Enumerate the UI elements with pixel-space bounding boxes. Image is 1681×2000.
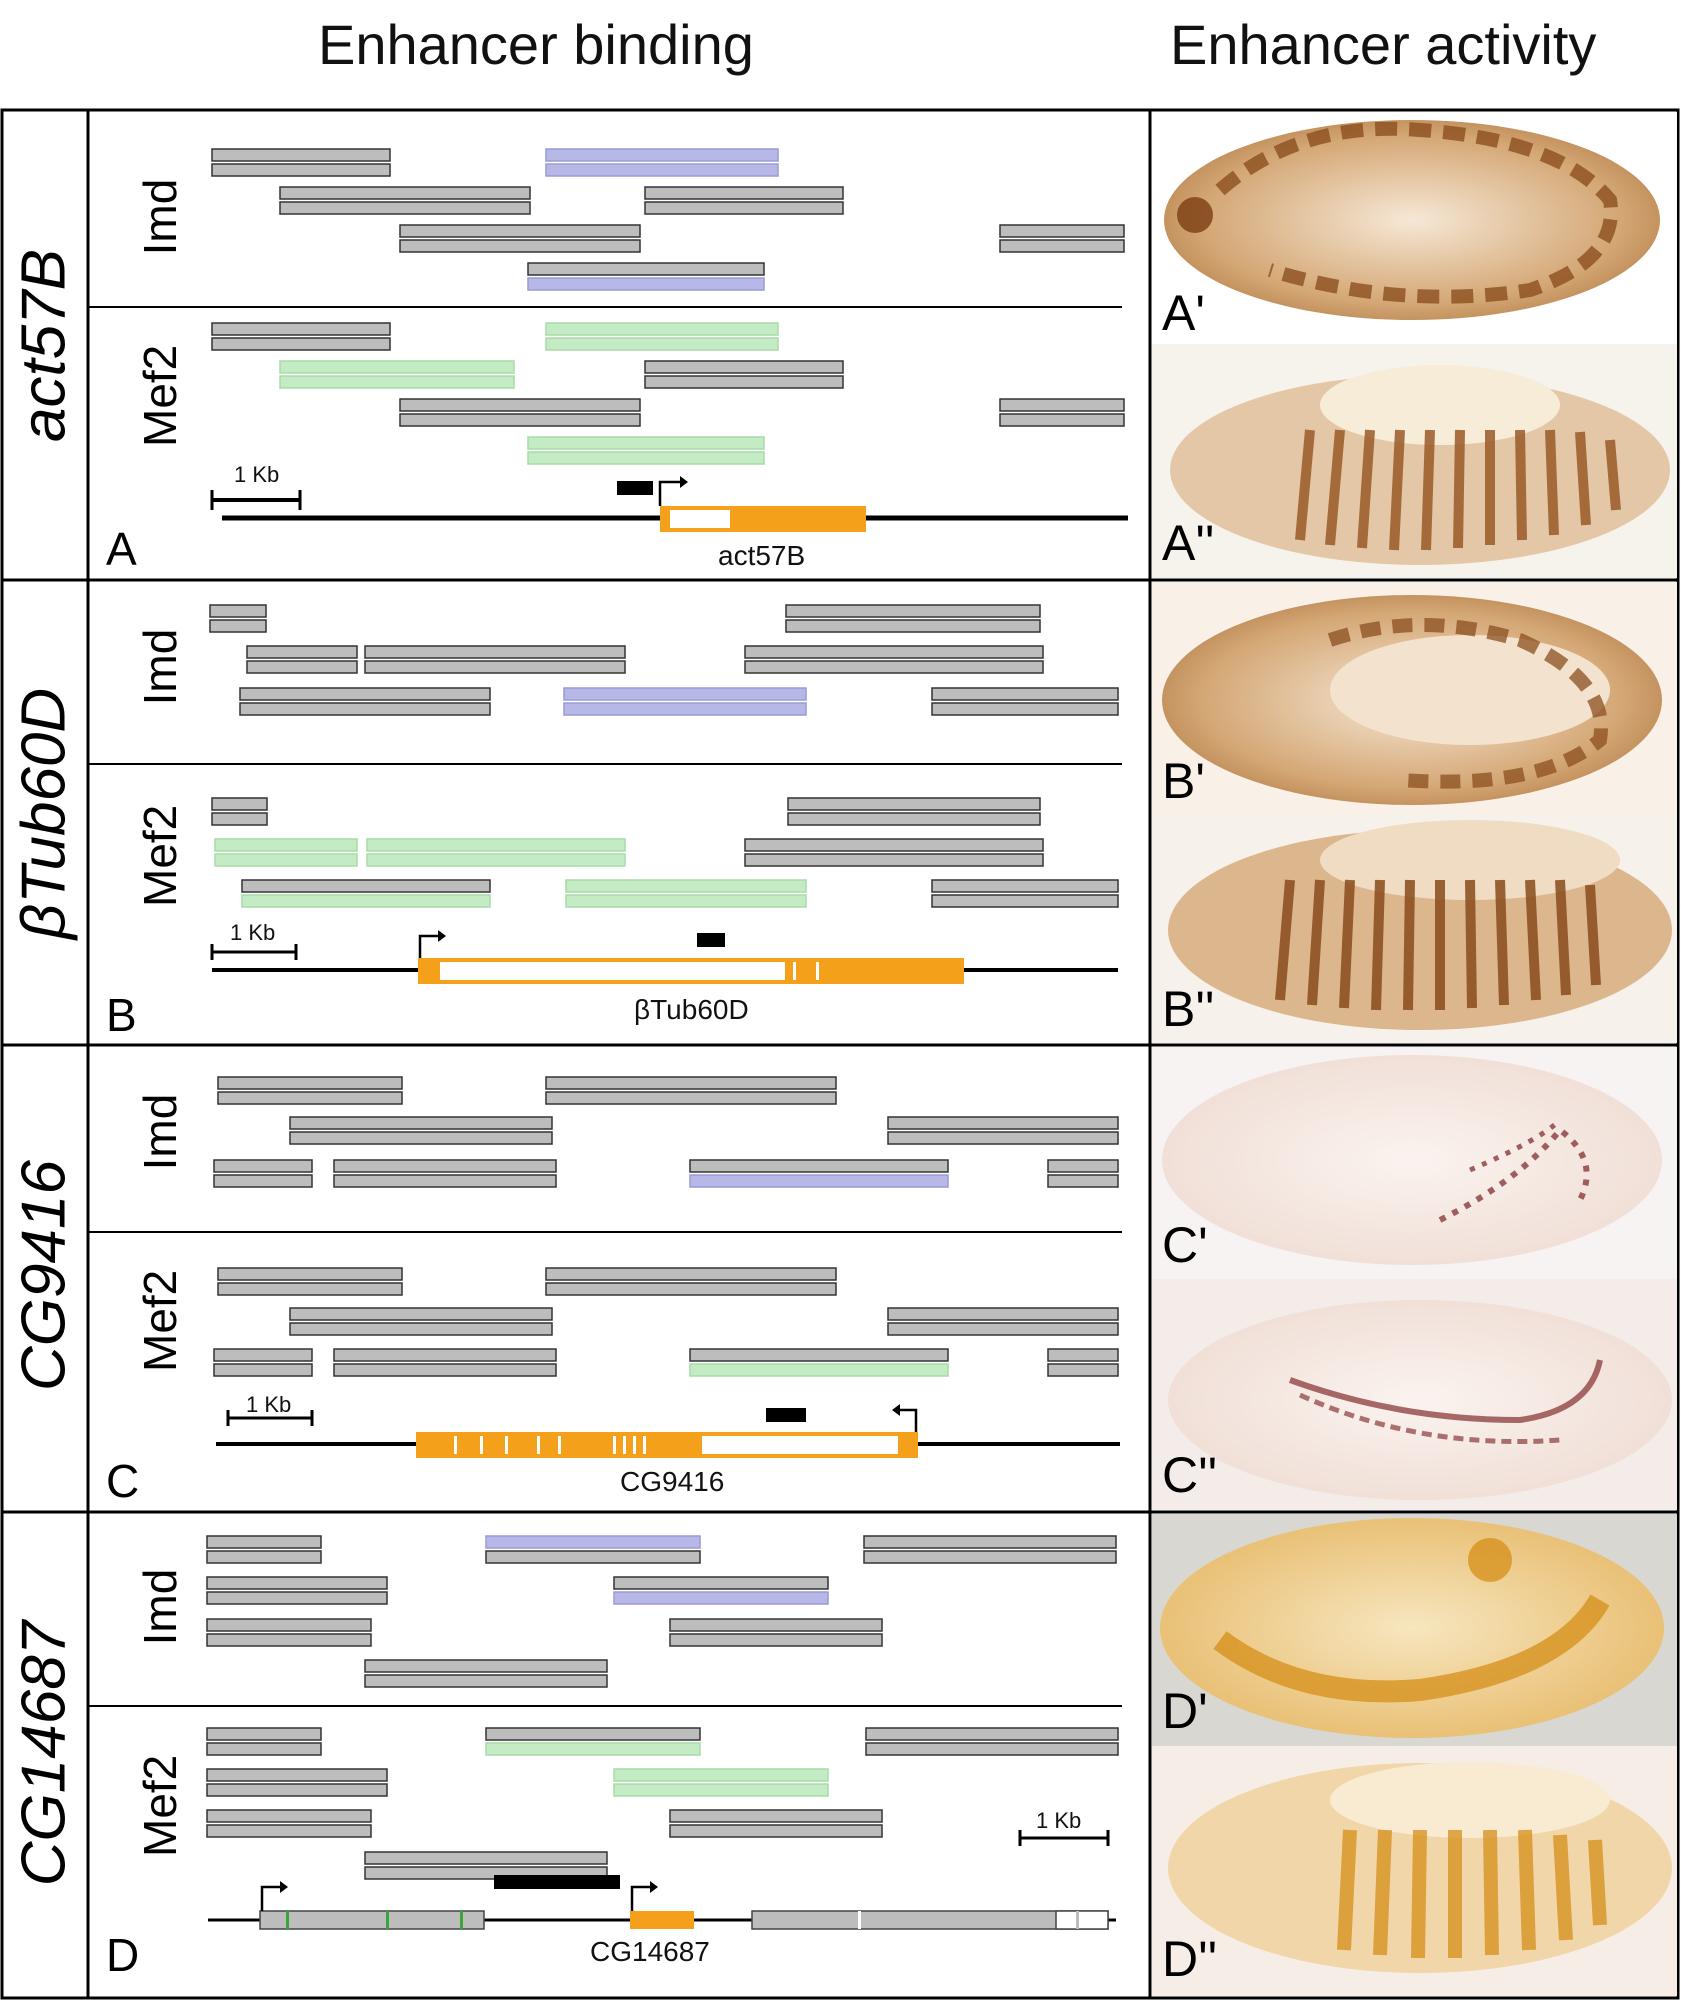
scale-label-C: 1 Kb [246, 1392, 292, 1417]
track-label-D-mef2: Mef2 [134, 1754, 186, 1857]
enhancer-fragment-B [697, 933, 725, 947]
enhancer-fragment-D [494, 1875, 620, 1889]
track-label-B-imd: Imd [134, 628, 186, 706]
panel-A-gene-model [210, 476, 1128, 532]
track-label-A-mef2: Mef2 [134, 344, 186, 447]
panel-A-mef2-track [211, 322, 1125, 465]
panel-A-imd-track [211, 148, 1125, 291]
track-label-B-mef2: Mef2 [134, 804, 186, 907]
gene-label-A: act57B [718, 540, 806, 571]
image-label-A2: A'' [1162, 515, 1215, 571]
track-separators [88, 306, 1122, 1707]
enhancer-binding-header: Enhancer binding [318, 13, 754, 76]
gene-name-B: βTub60D [9, 687, 79, 940]
panel-C-mef2-track [213, 1267, 1119, 1377]
panel-D-imd-track [206, 1535, 1117, 1688]
panel-D-mef2-track [206, 1727, 1119, 1880]
enhancer-activity-header: Enhancer activity [1170, 13, 1597, 76]
image-label-B2: B'' [1162, 981, 1215, 1037]
track-label-D-imd: Imd [134, 1568, 186, 1646]
panel-D-gene-model [208, 1830, 1116, 1930]
gene-label-B: βTub60D [634, 994, 749, 1025]
panel-C-gene-model [216, 1404, 1120, 1458]
scale-label-B: 1 Kb [230, 920, 276, 945]
image-label-D1: D' [1162, 1683, 1208, 1739]
track-label-C-mef2: Mef2 [134, 1269, 186, 1372]
panel-letter-A: A [106, 523, 137, 575]
image-label-C2: C'' [1162, 1447, 1218, 1503]
enhancer-fragment-C [766, 1408, 806, 1422]
panel-C-imd-track [213, 1076, 1119, 1188]
gene-name-A: act57B [9, 248, 79, 443]
track-label-C-imd: Imd [134, 1093, 186, 1171]
image-label-D2: D'' [1162, 1931, 1218, 1987]
enhancer-fragment-A [617, 481, 653, 495]
scale-label-A: 1 Kb [234, 462, 280, 487]
panel-letter-C: C [106, 1455, 140, 1507]
panel-letter-D: D [106, 1929, 140, 1981]
figure-frame [0, 108, 1680, 2000]
gene-label-D: CG14687 [590, 1936, 710, 1967]
embryo-C2 [1168, 1300, 1672, 1500]
embryo-images [1152, 112, 1677, 1996]
embryo-C1 [1162, 1055, 1662, 1265]
panel-B-imd-track [209, 604, 1119, 716]
scale-label-D: 1 Kb [1036, 1808, 1082, 1833]
panel-letter-B: B [106, 989, 137, 1041]
image-label-A1: A' [1162, 285, 1205, 341]
track-label-A-imd: Imd [134, 178, 186, 256]
gene-name-D: CG14687 [9, 1620, 79, 1887]
gene-label-C: CG9416 [620, 1466, 725, 1497]
gene-name-C: CG9416 [9, 1160, 79, 1391]
image-label-B1: B' [1162, 753, 1205, 809]
panel-B-mef2-track [211, 797, 1119, 908]
image-label-C1: C' [1162, 1217, 1208, 1273]
embryo-A1 [1164, 120, 1660, 320]
panel-B-gene-model [210, 930, 1118, 984]
